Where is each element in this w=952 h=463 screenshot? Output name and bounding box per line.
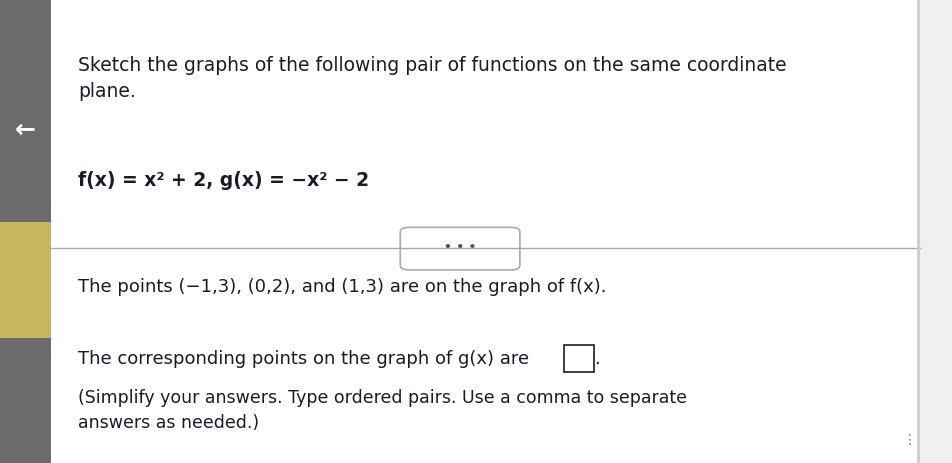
FancyBboxPatch shape xyxy=(0,222,50,338)
FancyBboxPatch shape xyxy=(50,0,920,463)
Text: Sketch the graphs of the following pair of functions on the same coordinate
plan: Sketch the graphs of the following pair … xyxy=(78,56,786,101)
FancyBboxPatch shape xyxy=(564,345,593,372)
Text: The points (−1,3), (0,2), and (1,3) are on the graph of f(x).: The points (−1,3), (0,2), and (1,3) are … xyxy=(78,278,606,296)
FancyBboxPatch shape xyxy=(0,0,50,463)
Text: ⋮: ⋮ xyxy=(902,433,916,447)
Text: ←: ← xyxy=(14,118,35,142)
FancyBboxPatch shape xyxy=(400,227,520,270)
Text: f(x) = x² + 2, g(x) = −x² − 2: f(x) = x² + 2, g(x) = −x² − 2 xyxy=(78,171,369,190)
Text: • • •: • • • xyxy=(444,241,476,254)
Text: (Simplify your answers. Type ordered pairs. Use a comma to separate
answers as n: (Simplify your answers. Type ordered pai… xyxy=(78,389,686,432)
Text: The corresponding points on the graph of g(x) are: The corresponding points on the graph of… xyxy=(78,350,528,368)
Text: .: . xyxy=(594,350,600,368)
